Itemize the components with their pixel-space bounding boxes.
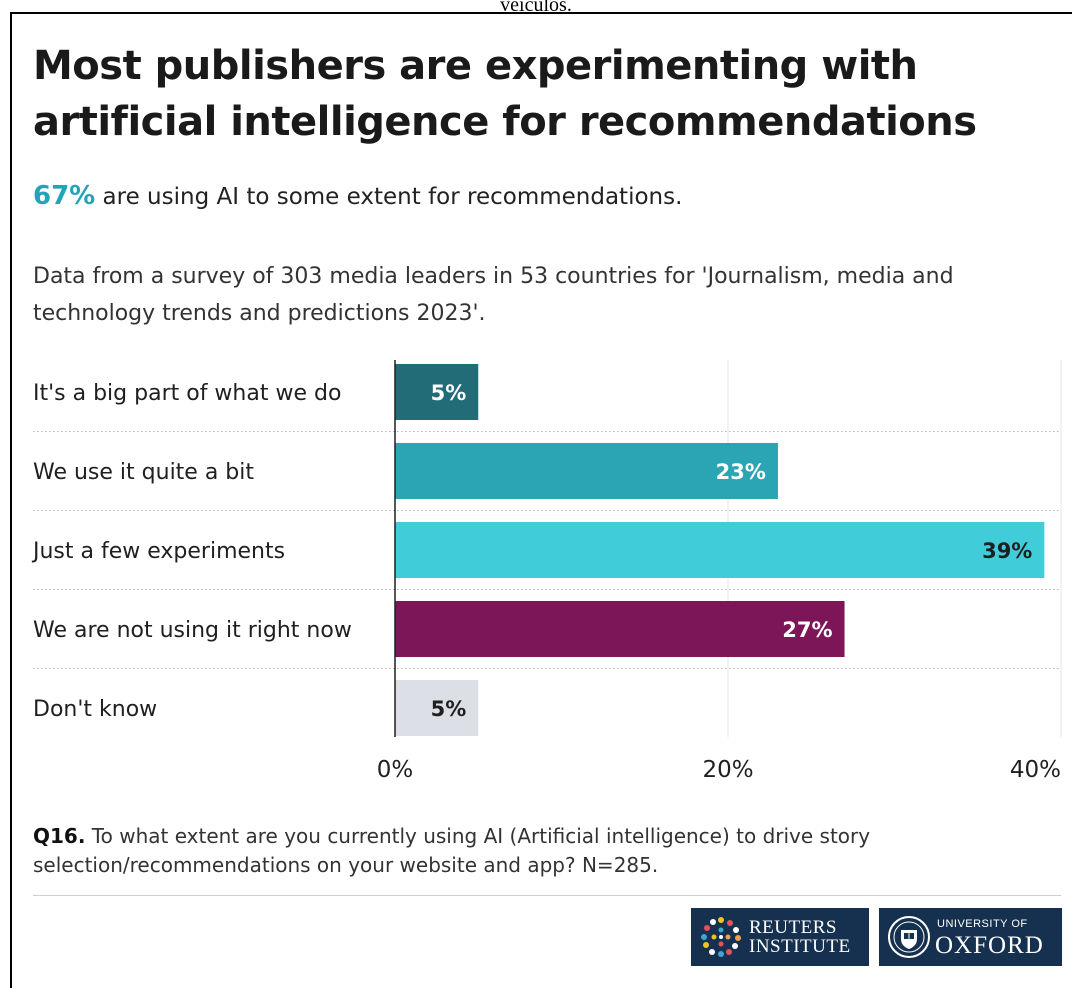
chart-footnote: Q16. To what extent are you currently us… [33,822,1043,880]
subtitle-text: are using AI to some extent for recommen… [95,184,683,210]
x-tick-label: 0% [377,757,414,783]
x-tick-label: 40% [1010,757,1061,783]
footer-divider [33,895,1061,896]
bar [395,680,479,736]
reuters-institute-logo: REUTERS INSTITUTE [691,908,869,966]
chart-title: Most publishers are experimenting with a… [33,43,977,145]
data-label: 5% [431,697,467,721]
category-label: Just a few experiments [31,539,285,564]
x-tick-label: 20% [702,757,753,783]
reuters-logo-text: REUTERS INSTITUTE [749,917,851,957]
category-label: It's a big part of what we do [33,381,341,406]
category-label: Don't know [33,697,157,722]
bar [395,601,845,657]
oxford-crest-icon [888,916,930,958]
data-label: 27% [782,618,832,642]
bar [395,443,778,499]
chart-subtitle: 67% are using AI to some extent for reco… [33,178,682,215]
data-label: 5% [431,381,467,405]
reuters-dots-icon [701,917,741,957]
chart-frame [10,12,1072,988]
bar [395,522,1045,578]
category-label: We use it quite a bit [33,460,254,485]
footnote-text: To what extent are you currently using A… [33,824,871,877]
category-label: We are not using it right now [33,618,352,643]
oxford-logo-small-text: UNIVERSITY OF [937,918,1028,930]
data-label: 39% [982,539,1032,563]
oxford-logo-big-text: OXFORD [935,932,1044,959]
chart-description: Data from a survey of 303 media leaders … [33,264,954,326]
footnote-label: Q16. [33,824,86,848]
subtitle-highlight: 67% [33,181,96,211]
university-of-oxford-logo: UNIVERSITY OF OXFORD [879,908,1062,966]
data-label: 23% [716,460,766,484]
top-caption-fragment: veículos. [500,0,572,12]
bar [395,364,479,420]
bar-chart: It's a big part of what we do 5% We use it… [31,360,1062,783]
